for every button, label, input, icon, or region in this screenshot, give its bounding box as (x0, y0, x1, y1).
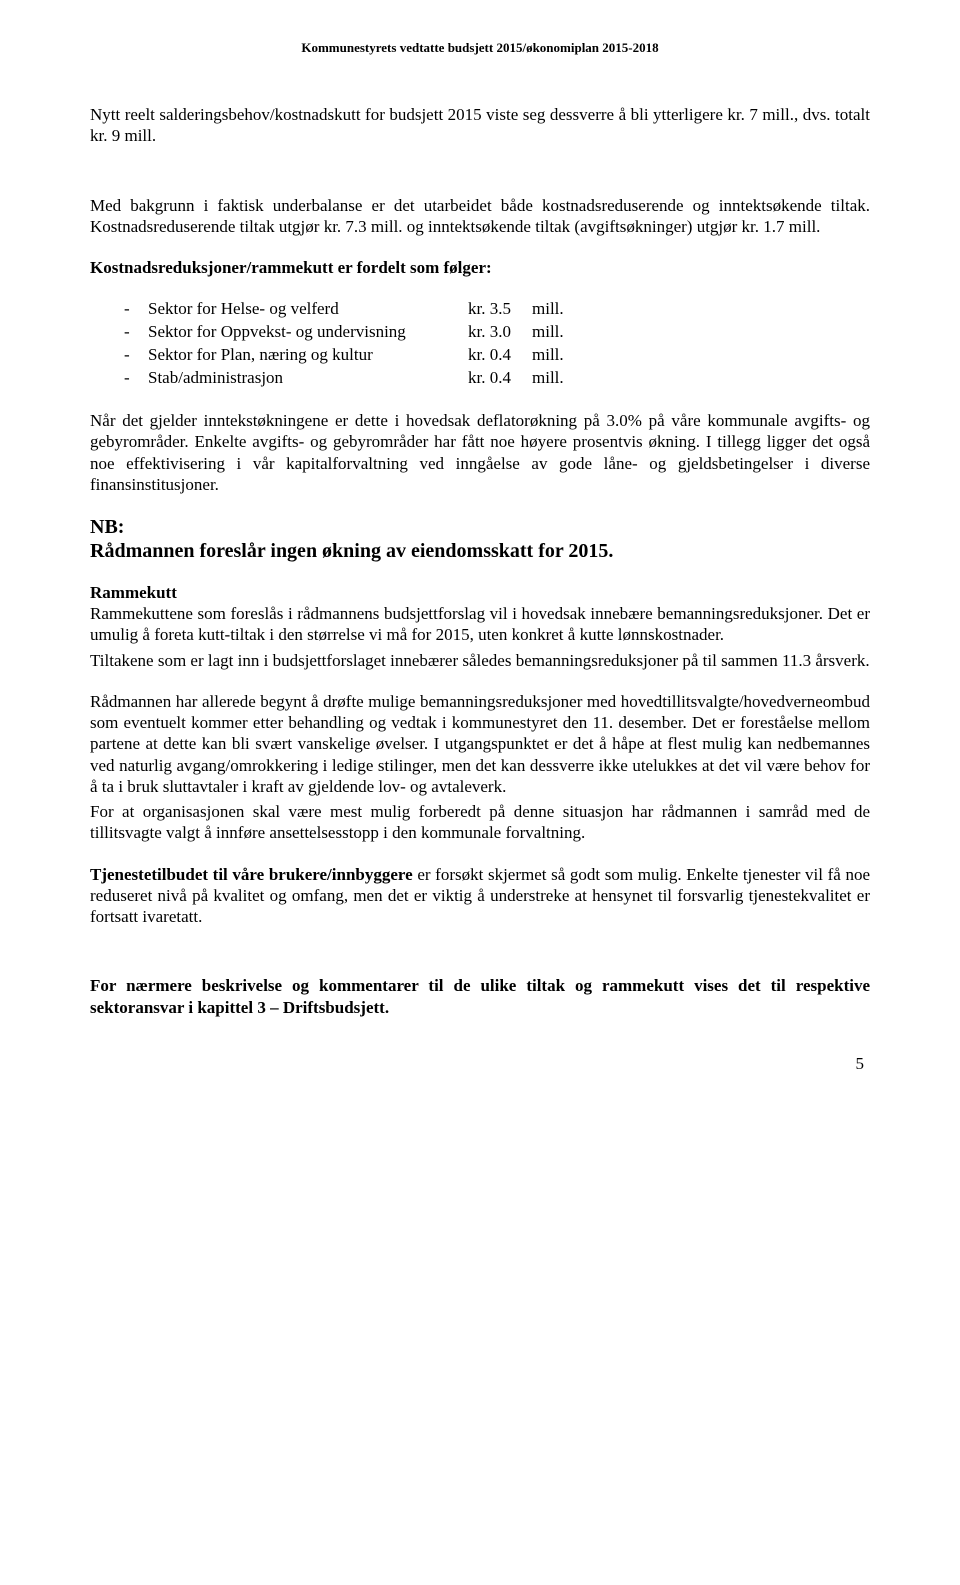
paragraph: Tjenestetilbudet til våre brukere/innbyg… (90, 864, 870, 928)
list-item: - Sektor for Plan, næring og kultur kr. … (90, 344, 870, 367)
list-amount: kr. 3.0 (468, 321, 532, 344)
paragraph: Rådmannen har allerede begynt å drøfte m… (90, 691, 870, 797)
list-item: - Stab/administrasjon kr. 0.4 mill. (90, 367, 870, 390)
list-amount: kr. 0.4 (468, 367, 532, 390)
nb-label: NB: (90, 515, 870, 539)
cost-list: - Sektor for Helse- og velferd kr. 3.5 m… (90, 298, 870, 390)
list-item: - Sektor for Helse- og velferd kr. 3.5 m… (90, 298, 870, 321)
paragraph: Tiltakene som er lagt inn i budsjettfors… (90, 650, 870, 671)
paragraph: Nytt reelt salderingsbehov/kostnadskutt … (90, 104, 870, 147)
dash-icon: - (124, 298, 148, 321)
paragraph: For at organisasjonen skal være mest mul… (90, 801, 870, 844)
document-page: Kommunestyrets vedtatte budsjett 2015/øk… (0, 0, 960, 1114)
list-label: Sektor for Plan, næring og kultur (148, 344, 468, 367)
list-label: Stab/administrasjon (148, 367, 468, 390)
paragraph: Med bakgrunn i faktisk underbalanse er d… (90, 195, 870, 238)
spacer (90, 947, 870, 975)
list-label: Sektor for Oppvekst- og undervisning (148, 321, 468, 344)
list-label: Sektor for Helse- og velferd (148, 298, 468, 321)
dash-icon: - (124, 344, 148, 367)
nb-block: NB: Rådmannen foreslår ingen økning av e… (90, 515, 870, 563)
list-heading: Kostnadsreduksjoner/rammekutt er fordelt… (90, 257, 870, 278)
section-title: Rammekutt (90, 583, 870, 603)
bold-run: Tjenestetilbudet til våre brukere/innbyg… (90, 865, 413, 884)
paragraph: Når det gjelder inntekstøkningene er det… (90, 410, 870, 495)
dash-icon: - (124, 367, 148, 390)
nb-statement: Rådmannen foreslår ingen økning av eiend… (90, 539, 870, 563)
list-unit: mill. (532, 321, 564, 344)
list-amount: kr. 0.4 (468, 344, 532, 367)
list-amount: kr. 3.5 (468, 298, 532, 321)
list-unit: mill. (532, 298, 564, 321)
page-header: Kommunestyrets vedtatte budsjett 2015/øk… (90, 40, 870, 56)
dash-icon: - (124, 321, 148, 344)
list-unit: mill. (532, 367, 564, 390)
page-number: 5 (90, 1054, 870, 1074)
paragraph: Rammekuttene som foreslås i rådmannens b… (90, 603, 870, 646)
list-item: - Sektor for Oppvekst- og undervisning k… (90, 321, 870, 344)
list-unit: mill. (532, 344, 564, 367)
paragraph-bold: For nærmere beskrivelse og kommentarer t… (90, 975, 870, 1018)
rammekutt-section: Rammekutt Rammekuttene som foreslås i rå… (90, 583, 870, 671)
spacer (90, 167, 870, 195)
